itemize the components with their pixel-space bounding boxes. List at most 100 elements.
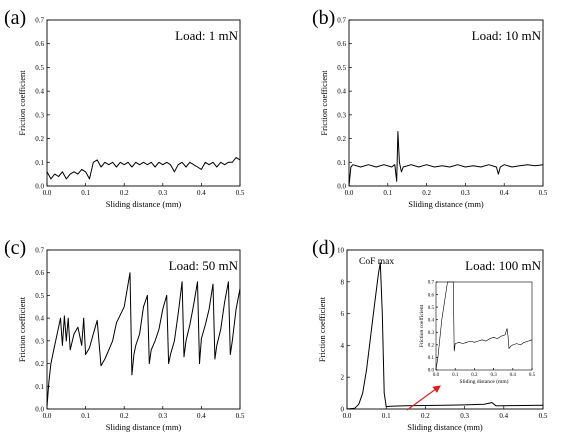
x-axis-label: Sliding distance (mm): [460, 378, 509, 385]
x-tick-label: 0.3: [158, 412, 167, 420]
y-tick-label: 0.6: [35, 269, 44, 277]
y-tick-label: 0.3: [337, 111, 346, 119]
y-tick-label: 0.2: [35, 360, 44, 368]
x-axis-label: Sliding distance (mm): [106, 422, 182, 432]
panel-1: 0.0 0.1 0.2 0.3 0.4 0.5 0.0 0.1 0.2 0.3 0.4 0.5 0.6 0…: [312, 7, 548, 209]
plot-frame: [348, 19, 544, 187]
plot-frame: [435, 281, 533, 371]
x-tick-label: 0.3: [460, 412, 469, 420]
x-tick-label: 0.3: [158, 189, 167, 197]
y-axis-label: Friction coefficient: [17, 70, 27, 136]
x-tick-label: 0.1: [452, 373, 459, 378]
y-tick-label: 0.0: [35, 183, 44, 191]
x-tick-label: 0.2: [422, 189, 431, 197]
y-tick-label: 0.3: [428, 331, 435, 336]
load-annotation: Load: 50 mN: [169, 258, 239, 273]
y-tick-label: 0.0: [337, 183, 346, 191]
y-tick-label: 0.4: [428, 318, 435, 323]
y-tick-label: 0.3: [35, 337, 44, 345]
series-line: [435, 281, 533, 371]
y-tick-label: 6: [341, 310, 345, 318]
y-axis-label: Friction coefficient: [319, 70, 329, 136]
y-axis-label: Friction coefficient: [17, 296, 27, 362]
series-line: [46, 157, 241, 180]
x-tick-label: 0.5: [529, 373, 536, 378]
load-annotation: Load: 10 mN: [472, 28, 542, 43]
y-tick-label: 0.1: [428, 356, 435, 361]
y-tick-label: 0.6: [35, 40, 44, 48]
x-tick-label: 0.0: [43, 189, 52, 197]
series-line: [346, 262, 544, 410]
y-tick-label: 0.7: [35, 247, 44, 255]
y-tick-label: 0.5: [35, 64, 44, 72]
x-tick-label: 0.1: [383, 189, 392, 197]
y-tick-label: 4: [341, 342, 345, 350]
y-axis-label: Friction coefficient: [317, 296, 327, 362]
x-tick-label: 0.5: [539, 189, 548, 197]
x-tick-label: 0.4: [510, 373, 517, 378]
x-tick-label: 0.0: [345, 189, 354, 197]
x-tick-label: 0.0: [43, 412, 52, 420]
x-tick-label: 0.2: [120, 189, 129, 197]
panel-0: 0.0 0.1 0.2 0.3 0.4 0.5 0.0 0.1 0.2 0.3 0.4 0.5 0.6 0…: [4, 7, 245, 209]
x-tick-label: 0.2: [471, 373, 478, 378]
y-axis-label: Friction coefficient: [418, 304, 425, 347]
x-tick-label: 0.2: [421, 412, 430, 420]
x-tick-label: 0.5: [236, 412, 245, 420]
y-tick-label: 0.2: [428, 344, 435, 349]
y-tick-label: 0.4: [337, 88, 346, 96]
y-tick-label: 0.1: [337, 159, 346, 167]
y-tick-label: 0.6: [337, 40, 346, 48]
x-tick-label: 0.1: [382, 412, 391, 420]
plot-frame: [46, 249, 241, 410]
panel-2: 0.0 0.1 0.2 0.3 0.4 0.5 0.0 0.1 0.2 0.3 0.4 0.5 0.6 0…: [4, 237, 245, 432]
load-annotation: Load: 100 mN: [465, 258, 541, 273]
series-line: [46, 272, 241, 407]
y-tick-label: 0.5: [428, 306, 435, 311]
y-tick-label: 0.7: [337, 17, 346, 25]
y-tick-label: 0.7: [35, 17, 44, 25]
y-tick-label: 10: [337, 247, 345, 255]
panel-3: 0.0 0.1 0.2 0.3 0.4 0.5 0 2 4 6 8 10 Sliding distanc…: [312, 237, 548, 432]
y-tick-label: 0.0: [35, 406, 44, 414]
x-tick-label: 0.5: [236, 189, 245, 197]
x-tick-label: 0.1: [81, 189, 90, 197]
y-tick-label: 0.1: [35, 159, 44, 167]
x-tick-label: 0.2: [120, 412, 129, 420]
y-tick-label: 0.4: [35, 88, 44, 96]
y-tick-label: 8: [341, 278, 345, 286]
series-line: [348, 131, 544, 187]
inset-3: 0.0 0.1 0.2 0.3 0.4 0.5 0.0 0.1 0.2 0.3 0.4 0.5 0.6 0…: [418, 281, 536, 385]
load-annotation: Load: 1 mN: [175, 28, 238, 43]
x-tick-label: 0.0: [343, 412, 352, 420]
cof-max-annotation: CoF max: [359, 257, 394, 267]
y-tick-label: 2: [341, 374, 345, 382]
x-tick-label: 0.1: [81, 412, 90, 420]
x-tick-label: 0.3: [490, 373, 497, 378]
x-tick-label: 0.4: [197, 189, 206, 197]
y-tick-label: 0.2: [337, 135, 346, 143]
panel-label: (c): [4, 237, 26, 259]
y-tick-label: 0.2: [35, 135, 44, 143]
panel-label: (d): [312, 237, 335, 259]
x-tick-label: 0.5: [539, 412, 548, 420]
x-axis-label: Sliding distance (mm): [106, 199, 182, 209]
y-tick-label: 0.5: [337, 64, 346, 72]
x-tick-label: 0.3: [461, 189, 470, 197]
panel-label: (b): [312, 7, 335, 29]
y-tick-label: 0.6: [428, 293, 435, 298]
plot-frame: [46, 19, 241, 187]
x-tick-label: 0.0: [433, 373, 440, 378]
x-axis-label: Sliding distance (mm): [407, 422, 483, 432]
y-tick-label: 0.1: [35, 383, 44, 391]
x-axis-label: Sliding distance (mm): [408, 199, 484, 209]
y-tick-label: 0.5: [35, 292, 44, 300]
panel-label: (a): [4, 7, 26, 29]
y-tick-label: 0.0: [428, 369, 435, 374]
x-tick-label: 0.4: [500, 189, 509, 197]
y-tick-label: 0.3: [35, 111, 44, 119]
x-tick-label: 0.4: [197, 412, 206, 420]
y-tick-label: 0.7: [428, 281, 435, 286]
x-tick-label: 0.4: [499, 412, 508, 420]
